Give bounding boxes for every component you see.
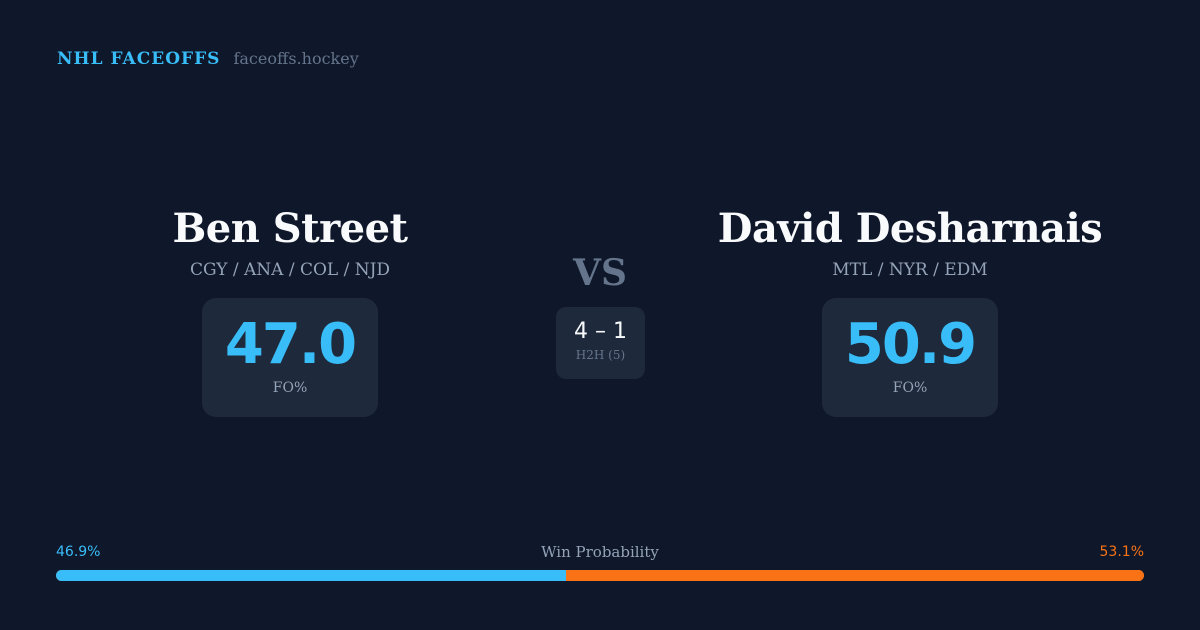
player-teams: MTL / NYR / EDM xyxy=(832,260,988,280)
win-probability-right: 53.1% xyxy=(1099,544,1144,560)
head-to-head-card: 4 – 1 H2H (5) xyxy=(556,307,645,379)
faceoff-stat-card: 47.0 FO% xyxy=(202,298,378,417)
player-name: David Desharnais xyxy=(717,205,1103,252)
brand: NHL FACEOFFS faceoffs.hockey xyxy=(57,49,359,69)
brand-url: faceoffs.hockey xyxy=(233,49,359,68)
win-probability-bar-left xyxy=(56,570,567,581)
win-probability-left: 46.9% xyxy=(56,544,101,560)
h2h-label: H2H (5) xyxy=(575,348,626,362)
faceoff-label: FO% xyxy=(272,380,308,396)
vs-label: VS xyxy=(573,252,627,294)
win-probability-bar xyxy=(56,570,1144,581)
win-probability-bar-right xyxy=(566,570,1144,581)
faceoff-stat-card: 50.9 FO% xyxy=(822,298,998,417)
faceoff-label: FO% xyxy=(892,380,928,396)
brand-name: NHL FACEOFFS xyxy=(57,49,221,69)
player-teams: CGY / ANA / COL / NJD xyxy=(189,260,391,280)
faceoff-percentage: 50.9 xyxy=(844,312,977,377)
faceoff-percentage: 47.0 xyxy=(224,312,357,377)
player-name: Ben Street xyxy=(172,205,408,252)
win-probability-title: Win Probability xyxy=(541,543,659,561)
player-right: David Desharnais MTL / NYR / EDM 50.9 FO… xyxy=(660,205,1160,417)
h2h-score: 4 – 1 xyxy=(574,319,627,344)
player-left: Ben Street CGY / ANA / COL / NJD 47.0 FO… xyxy=(40,205,540,417)
